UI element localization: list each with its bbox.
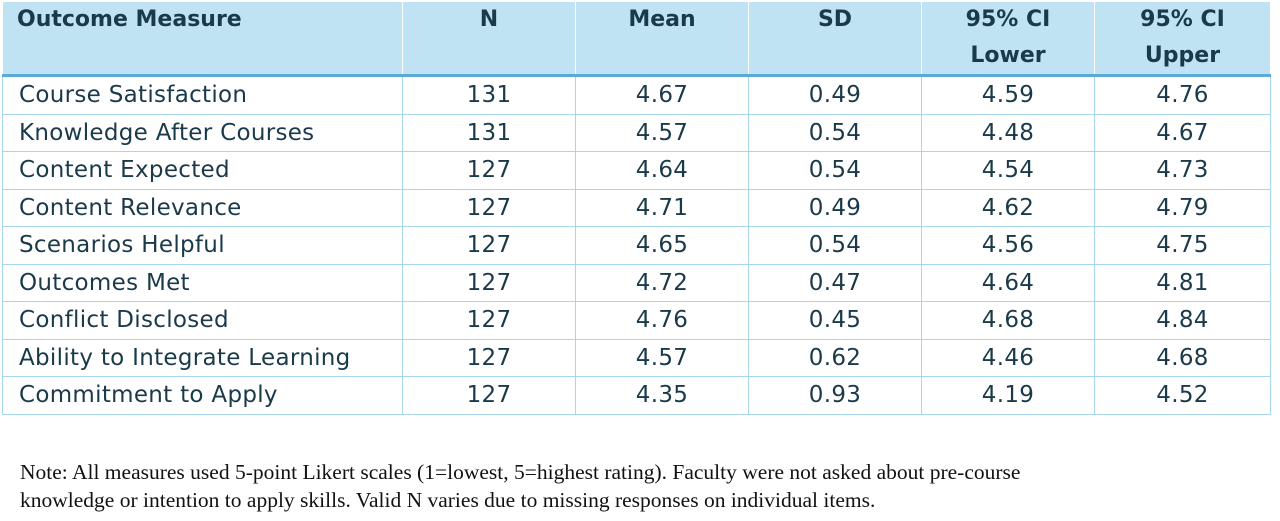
cell-mean: 4.67 <box>575 75 749 115</box>
cell-n: 131 <box>402 75 576 115</box>
cell-ci-upper: 4.68 <box>1094 338 1271 377</box>
cell-measure: Scenarios Helpful <box>2 226 403 265</box>
header-mean: Mean <box>575 1 749 77</box>
table-row: Content Expected 127 4.64 0.54 4.54 4.73 <box>2 151 1271 190</box>
table-note: Note: All measures used 5-point Likert s… <box>20 458 1280 514</box>
cell-n: 127 <box>402 188 576 227</box>
table-row: Course Satisfaction 131 4.67 0.49 4.59 4… <box>2 75 1271 115</box>
cell-measure: Knowledge After Courses <box>2 113 403 152</box>
cell-ci-lower: 4.68 <box>921 301 1095 340</box>
header-label-line1: 95% CI <box>1140 7 1225 32</box>
cell-n: 127 <box>402 338 576 377</box>
cell-ci-lower: 4.56 <box>921 226 1095 265</box>
cell-ci-upper: 4.76 <box>1094 75 1271 115</box>
header-label: Mean <box>628 7 696 32</box>
header-sd: SD <box>748 1 922 77</box>
header-outcome-measure: Outcome Measure <box>2 1 403 77</box>
header-label: N <box>479 7 499 32</box>
header-ci-lower: 95% CI Lower <box>921 1 1095 77</box>
table-row: Knowledge After Courses 131 4.57 0.54 4.… <box>2 113 1271 152</box>
header-row: Outcome Measure N Mean SD 95% CI Lower 9… <box>2 1 1271 77</box>
cell-mean: 4.35 <box>575 376 749 415</box>
cell-n: 127 <box>402 151 576 190</box>
cell-ci-lower: 4.64 <box>921 263 1095 302</box>
cell-n: 127 <box>402 263 576 302</box>
cell-sd: 0.47 <box>748 263 922 302</box>
cell-sd: 0.54 <box>748 226 922 265</box>
cell-measure: Outcomes Met <box>2 263 403 302</box>
cell-sd: 0.45 <box>748 301 922 340</box>
cell-measure: Content Expected <box>2 151 403 190</box>
cell-n: 127 <box>402 301 576 340</box>
cell-ci-lower: 4.62 <box>921 188 1095 227</box>
header-label-line2: Lower <box>970 43 1046 68</box>
cell-measure: Commitment to Apply <box>2 376 403 415</box>
cell-mean: 4.57 <box>575 113 749 152</box>
cell-sd: 0.49 <box>748 188 922 227</box>
cell-sd: 0.54 <box>748 151 922 190</box>
note-line-1: Note: All measures used 5-point Likert s… <box>20 460 1021 484</box>
cell-sd: 0.54 <box>748 113 922 152</box>
header-label: SD <box>817 7 853 32</box>
cell-ci-upper: 4.67 <box>1094 113 1271 152</box>
cell-n: 131 <box>402 113 576 152</box>
header-n: N <box>402 1 576 77</box>
cell-mean: 4.65 <box>575 226 749 265</box>
cell-n: 127 <box>402 226 576 265</box>
cell-sd: 0.62 <box>748 338 922 377</box>
cell-mean: 4.57 <box>575 338 749 377</box>
cell-ci-lower: 4.54 <box>921 151 1095 190</box>
cell-ci-upper: 4.84 <box>1094 301 1271 340</box>
cell-ci-lower: 4.46 <box>921 338 1095 377</box>
cell-ci-upper: 4.73 <box>1094 151 1271 190</box>
cell-ci-lower: 4.59 <box>921 75 1095 115</box>
cell-mean: 4.71 <box>575 188 749 227</box>
table-row: Commitment to Apply 127 4.35 0.93 4.19 4… <box>2 376 1271 415</box>
cell-measure: Ability to Integrate Learning <box>2 338 403 377</box>
table-body: Course Satisfaction 131 4.67 0.49 4.59 4… <box>2 75 1271 415</box>
header-label-line1: 95% CI <box>965 7 1051 32</box>
cell-ci-upper: 4.79 <box>1094 188 1271 227</box>
table-row: Conflict Disclosed 127 4.76 0.45 4.68 4.… <box>2 301 1271 340</box>
cell-mean: 4.72 <box>575 263 749 302</box>
cell-mean: 4.76 <box>575 301 749 340</box>
table-row: Scenarios Helpful 127 4.65 0.54 4.56 4.7… <box>2 226 1271 265</box>
header-ci-upper: 95% CI Upper <box>1094 1 1271 77</box>
cell-measure: Content Relevance <box>2 188 403 227</box>
cell-measure: Course Satisfaction <box>2 75 403 115</box>
header-label-line2: Upper <box>1144 43 1221 68</box>
table-row: Ability to Integrate Learning 127 4.57 0… <box>2 338 1271 377</box>
cell-measure: Conflict Disclosed <box>2 301 403 340</box>
cell-ci-upper: 4.52 <box>1094 376 1271 415</box>
table-row: Outcomes Met 127 4.72 0.47 4.64 4.81 <box>2 263 1271 302</box>
cell-ci-upper: 4.81 <box>1094 263 1271 302</box>
outcome-measures-table: Outcome Measure N Mean SD 95% CI Lower 9… <box>2 1 1271 415</box>
cell-ci-lower: 4.19 <box>921 376 1095 415</box>
header-label: Outcome Measure <box>17 7 242 32</box>
table-header: Outcome Measure N Mean SD 95% CI Lower 9… <box>2 1 1271 77</box>
cell-ci-upper: 4.75 <box>1094 226 1271 265</box>
cell-sd: 0.93 <box>748 376 922 415</box>
table-row: Content Relevance 127 4.71 0.49 4.62 4.7… <box>2 188 1271 227</box>
cell-mean: 4.64 <box>575 151 749 190</box>
cell-ci-lower: 4.48 <box>921 113 1095 152</box>
cell-n: 127 <box>402 376 576 415</box>
cell-sd: 0.49 <box>748 75 922 115</box>
note-line-2: knowledge or intention to apply skills. … <box>20 488 876 512</box>
